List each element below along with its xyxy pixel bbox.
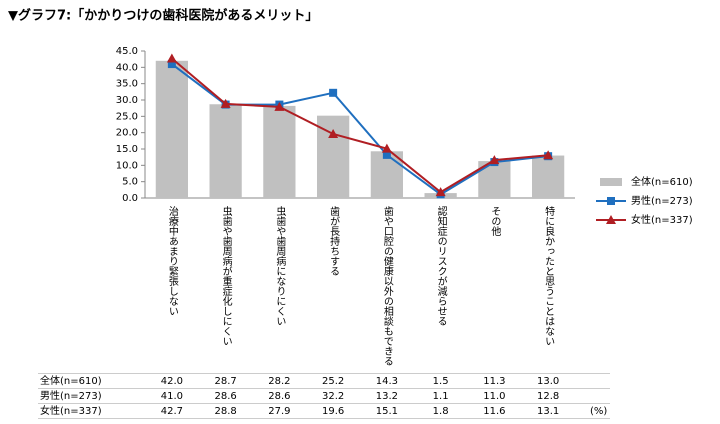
y-tick-label: 10.0 bbox=[116, 160, 138, 171]
y-tick-label: 40.0 bbox=[116, 62, 138, 73]
table-cell: 12.8 bbox=[537, 391, 559, 402]
legend-label: 女性(n=337) bbox=[631, 213, 693, 226]
table-cell: 11.6 bbox=[483, 406, 505, 417]
legend-marker bbox=[607, 197, 615, 205]
table-cell: 11.0 bbox=[483, 391, 505, 402]
x-tick-label: 虫歯や歯周病が重症化しにくい bbox=[220, 206, 232, 346]
y-tick-label: 30.0 bbox=[116, 95, 138, 106]
table-cell: 28.2 bbox=[268, 376, 290, 387]
table-row-label: 男性(n=273) bbox=[40, 389, 102, 402]
table-cell: 32.2 bbox=[322, 391, 344, 402]
bar bbox=[532, 155, 565, 198]
y-tick-label: 20.0 bbox=[116, 128, 138, 139]
x-tick-label: 虫歯や歯周病になりにくい bbox=[274, 206, 286, 326]
legend-label: 男性(n=273) bbox=[631, 194, 693, 207]
table-cell: 27.9 bbox=[268, 406, 290, 417]
y-tick-label: 15.0 bbox=[116, 144, 138, 155]
marker bbox=[329, 88, 338, 97]
table-cell: 1.1 bbox=[433, 391, 449, 402]
y-tick-label: 0.0 bbox=[122, 193, 138, 204]
marker bbox=[220, 98, 231, 108]
table-cell: 13.1 bbox=[537, 406, 559, 417]
table-row-label: 女性(n=337) bbox=[40, 404, 102, 417]
marker bbox=[543, 150, 554, 160]
table-cell: 19.6 bbox=[322, 406, 344, 417]
table-cell: 42.7 bbox=[161, 406, 183, 417]
y-tick-label: 45.0 bbox=[116, 46, 138, 57]
marker bbox=[167, 60, 176, 69]
table-cell: 1.5 bbox=[433, 376, 449, 387]
marker bbox=[328, 128, 339, 138]
table-cell: 13.2 bbox=[376, 391, 398, 402]
legend-marker bbox=[606, 215, 616, 224]
table-cell: 28.7 bbox=[214, 376, 236, 387]
bar bbox=[155, 60, 188, 198]
bar bbox=[209, 104, 242, 198]
x-tick-label: 特に良かったと思うことはない bbox=[543, 206, 555, 346]
table-cell: 28.6 bbox=[214, 391, 236, 402]
legend-label: 全体(n=610) bbox=[631, 175, 693, 188]
y-tick-label: 35.0 bbox=[116, 79, 138, 90]
bar bbox=[370, 151, 403, 198]
table-row-label: 全体(n=610) bbox=[40, 374, 102, 387]
x-tick-label: 歯や口腔の健康以外の相談もできる bbox=[381, 205, 393, 366]
table-cell: 28.8 bbox=[214, 406, 236, 417]
marker bbox=[166, 53, 177, 63]
x-tick-label: 歯が長持ちする bbox=[328, 205, 340, 276]
table-cell: 41.0 bbox=[161, 391, 183, 402]
line bbox=[171, 57, 549, 194]
y-tick-label: 5.0 bbox=[122, 177, 138, 188]
marker bbox=[274, 101, 285, 111]
legend-swatch bbox=[600, 178, 622, 186]
marker bbox=[381, 143, 392, 153]
marker bbox=[489, 155, 500, 165]
table-cell: 14.3 bbox=[376, 376, 398, 387]
marker bbox=[435, 187, 446, 197]
bar bbox=[263, 105, 296, 198]
table-cell: 25.2 bbox=[322, 376, 344, 387]
x-tick-label: その他 bbox=[489, 206, 501, 237]
x-tick-label: 認知症のリスクが減らせる bbox=[435, 205, 447, 326]
y-tick-label: 25.0 bbox=[116, 111, 138, 122]
table-cell: 11.3 bbox=[483, 376, 505, 387]
chart-title: ▼グラフ7:「かかりつけの歯科医院があるメリット」 bbox=[8, 8, 318, 24]
table-cell: 15.1 bbox=[376, 406, 398, 417]
marker bbox=[382, 150, 391, 159]
table-cell: 13.0 bbox=[537, 376, 559, 387]
x-tick-label: 治療中あまり緊張しない bbox=[166, 205, 178, 316]
table-cell: 42.0 bbox=[161, 376, 183, 387]
table-cell: 28.6 bbox=[268, 391, 290, 402]
unit-note: (%) bbox=[590, 406, 607, 417]
table-cell: 1.8 bbox=[433, 406, 449, 417]
